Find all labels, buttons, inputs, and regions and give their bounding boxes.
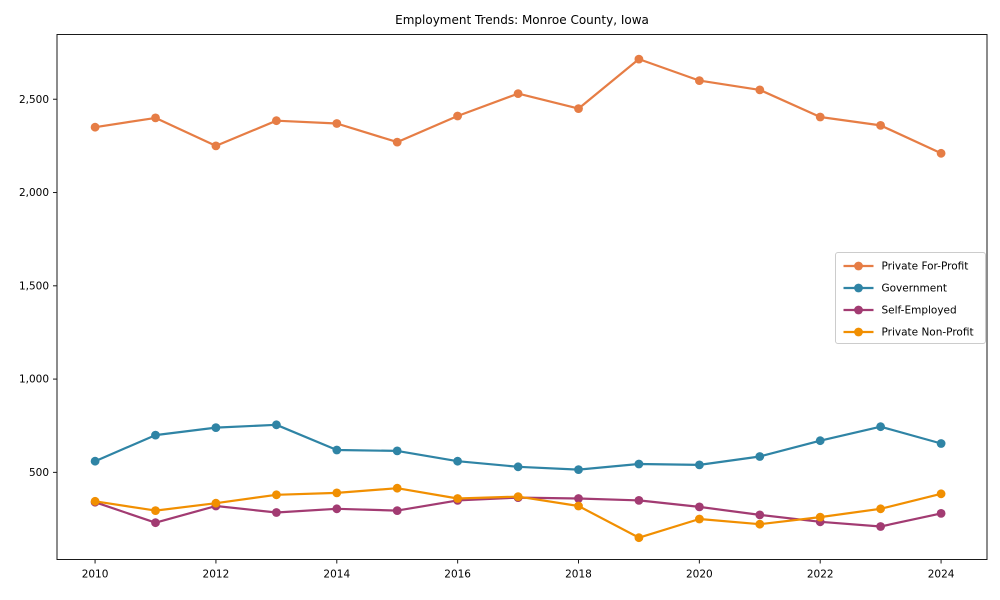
data-point-private-non-profit <box>574 501 583 511</box>
legend-label: Self-Employed <box>882 305 957 317</box>
data-point-government <box>211 423 221 432</box>
data-point-government <box>513 462 523 472</box>
legend-marker <box>854 305 863 315</box>
y-tick-label: 2,000 <box>19 187 49 199</box>
y-tick-label: 1,000 <box>19 374 49 386</box>
data-point-private-for-profit <box>453 111 462 121</box>
data-point-government <box>755 452 765 461</box>
legend-marker <box>854 261 863 271</box>
data-point-self-employed <box>876 522 885 531</box>
y-tick-label: 1,500 <box>19 280 49 292</box>
data-point-private-for-profit <box>392 137 402 147</box>
x-tick-label: 2024 <box>928 569 955 581</box>
legend-label: Private For-Profit <box>882 261 969 273</box>
data-point-private-non-profit <box>211 498 221 508</box>
data-point-private-non-profit <box>634 533 644 543</box>
x-tick-label: 2012 <box>203 569 230 581</box>
series-line-private-for-profit <box>93 57 943 155</box>
data-point-government <box>815 436 825 446</box>
data-point-private-non-profit <box>272 490 281 500</box>
data-point-private-for-profit <box>332 119 342 128</box>
data-point-private-non-profit <box>513 492 523 501</box>
y-tick-label: 500 <box>29 467 49 479</box>
data-point-self-employed <box>151 518 160 528</box>
legend-box <box>835 252 986 344</box>
chart-title: Employment Trends: Monroe County, Iowa <box>395 13 649 27</box>
data-point-self-employed <box>272 508 281 517</box>
data-point-private-non-profit <box>151 506 160 515</box>
data-point-government <box>392 446 402 456</box>
data-point-private-for-profit <box>936 148 946 158</box>
legend-label: Private Non-Profit <box>882 327 974 339</box>
data-point-private-for-profit <box>634 54 644 64</box>
x-tick-label: 2022 <box>807 569 834 581</box>
data-point-self-employed <box>695 502 704 512</box>
data-point-self-employed <box>574 494 583 503</box>
x-tick-label: 2020 <box>686 569 713 581</box>
data-point-self-employed <box>936 509 946 518</box>
data-point-government <box>695 460 704 470</box>
data-point-private-non-profit <box>755 519 765 529</box>
data-point-private-for-profit <box>815 112 825 122</box>
data-point-private-non-profit <box>876 504 885 514</box>
x-tick-label: 2010 <box>82 569 109 581</box>
plot-border <box>56 34 988 560</box>
y-tick-label: 2,500 <box>19 94 49 106</box>
data-point-private-for-profit <box>574 104 583 113</box>
data-point-government <box>876 422 885 432</box>
data-point-private-non-profit <box>332 488 342 498</box>
data-point-private-for-profit <box>211 141 221 151</box>
data-point-private-non-profit <box>392 483 402 493</box>
data-point-private-for-profit <box>755 85 765 95</box>
data-point-private-for-profit <box>695 76 704 85</box>
data-point-self-employed <box>392 506 402 515</box>
data-point-private-non-profit <box>453 494 462 503</box>
data-point-government <box>634 459 644 469</box>
data-point-self-employed <box>332 504 342 514</box>
data-point-private-non-profit <box>90 496 100 506</box>
legend-marker <box>854 327 863 337</box>
legend-label: Government <box>882 283 947 295</box>
data-point-private-non-profit <box>695 514 704 524</box>
data-point-government <box>90 456 100 466</box>
data-point-government <box>453 456 462 466</box>
data-point-government <box>151 430 160 440</box>
data-point-government <box>332 445 342 455</box>
data-point-private-non-profit <box>936 489 946 499</box>
data-point-private-for-profit <box>513 89 523 98</box>
data-point-self-employed <box>755 510 765 520</box>
x-tick-label: 2014 <box>323 569 350 581</box>
data-point-government <box>574 465 583 474</box>
data-point-private-for-profit <box>876 121 885 130</box>
data-point-private-for-profit <box>151 113 160 123</box>
data-point-government <box>936 439 946 448</box>
x-tick-label: 2018 <box>565 569 592 581</box>
x-tick-label: 2016 <box>444 569 471 581</box>
data-point-self-employed <box>634 496 644 505</box>
data-point-private-for-profit <box>272 116 281 126</box>
data-point-government <box>272 420 281 430</box>
legend-marker <box>854 283 863 293</box>
data-point-private-non-profit <box>815 512 825 522</box>
data-point-private-for-profit <box>90 122 100 132</box>
